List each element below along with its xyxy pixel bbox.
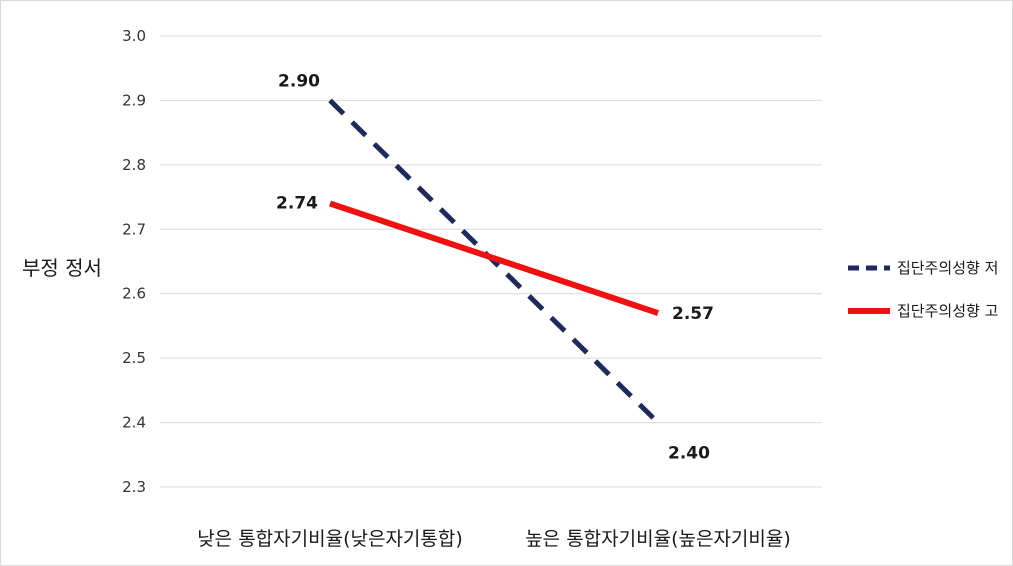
- data-label: 2.40: [668, 444, 710, 464]
- data-label: 2.74: [276, 194, 318, 214]
- y-tick-label: 2.9: [122, 91, 146, 109]
- y-tick-label: 2.3: [122, 478, 146, 496]
- x-axis-categories: 낮은 통합자기비율(낮은자기통합) 높은 통합자기비율(높은자기비율): [197, 528, 791, 550]
- y-tick-label: 2.6: [122, 285, 146, 303]
- gridlines: [160, 35, 822, 488]
- y-tick-label: 2.5: [122, 349, 146, 367]
- data-label: 2.90: [278, 71, 320, 91]
- x-category-label: 높은 통합자기비율(높은자기비율): [525, 528, 791, 550]
- y-tick-label: 2.4: [122, 414, 146, 432]
- x-category-label: 낮은 통합자기비율(낮은자기통합): [197, 528, 463, 550]
- legend-label-1: 집단주의성향 저: [897, 259, 998, 277]
- y-axis-label: 부정 정서: [22, 256, 102, 280]
- y-tick-label: 3.0: [122, 27, 146, 45]
- y-axis-ticks: 3.0 2.9 2.8 2.7 2.6 2.5 2.4 2.3: [122, 27, 146, 496]
- data-label: 2.57: [672, 304, 714, 324]
- series-line-2: [329, 200, 659, 316]
- series-lines: [328, 98, 660, 425]
- data-labels: 2.90 2.40 2.74 2.57: [276, 71, 714, 463]
- y-tick-label: 2.7: [122, 220, 146, 238]
- y-tick-label: 2.8: [122, 156, 146, 174]
- legend-label-2: 집단주의성향 고: [897, 302, 998, 320]
- series-line-1: [328, 98, 660, 425]
